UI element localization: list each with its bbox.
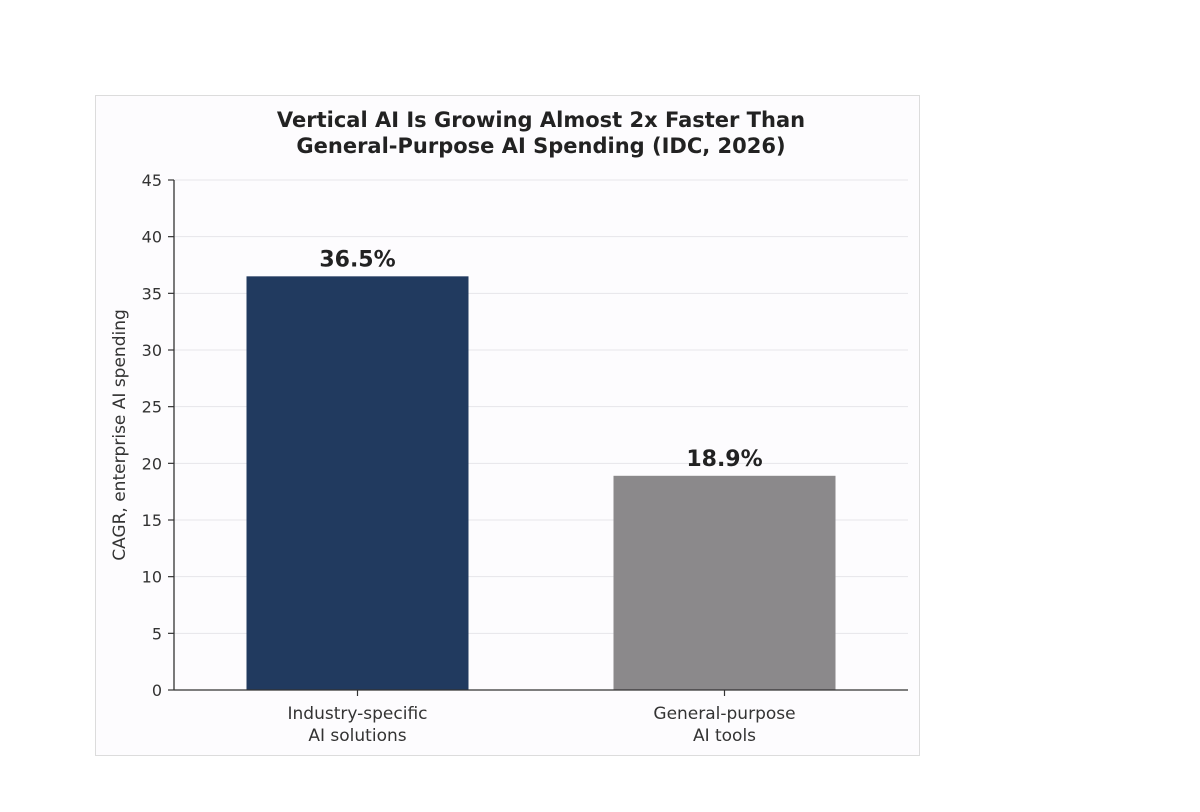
x-tick-label: General-purpose: [653, 704, 795, 724]
x-tick-label: Industry-specific: [288, 704, 428, 724]
chart-figure: 0 5 10 15 20 25 30 35 40 45 Industry-specific AI so…: [95, 95, 920, 756]
y-tick-label: 40: [142, 228, 162, 247]
bar-general-purpose: [613, 475, 836, 690]
data-label: 18.9%: [686, 447, 762, 472]
y-tick-label: 45: [142, 171, 162, 190]
labels: Vertical AI Is Growing Almost 2x Faster …: [110, 108, 805, 561]
y-tick-label: 5: [152, 624, 162, 643]
chart-title-line-1: Vertical AI Is Growing Almost 2x Faster …: [277, 108, 805, 132]
y-tick-label: 15: [142, 511, 162, 530]
y-tick-label: 35: [142, 284, 162, 303]
y-tick-label: 25: [142, 398, 162, 417]
x-tick-label: AI solutions: [308, 726, 406, 746]
chart-title-line-2: General-Purpose AI Spending (IDC, 2026): [296, 134, 785, 158]
x-tick-label: AI tools: [693, 726, 756, 746]
data-label: 36.5%: [319, 247, 395, 272]
y-tick-label: 20: [142, 454, 162, 473]
y-tick-label: 0: [152, 681, 162, 700]
y-axis-label: CAGR, enterprise AI spending: [110, 309, 130, 561]
bars: [246, 276, 836, 690]
y-tick-label: 10: [142, 568, 162, 587]
bar-industry-specific: [246, 276, 469, 690]
y-tick-label: 30: [142, 341, 162, 360]
